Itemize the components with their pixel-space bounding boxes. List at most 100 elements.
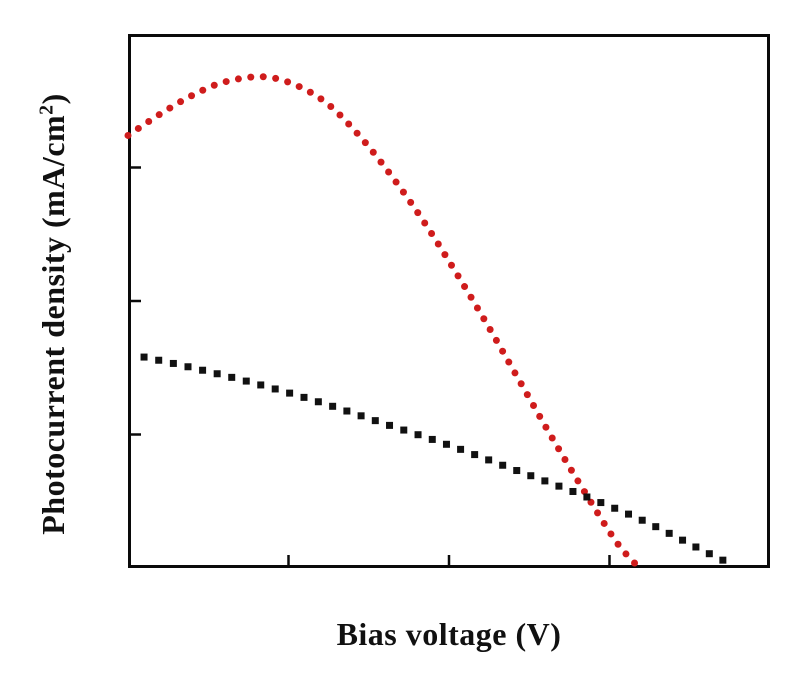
black-square-series-point — [371, 417, 379, 425]
red-circle-series-point — [272, 74, 280, 82]
y-axis-label: Photocurrent density (mA/cm2) — [35, 0, 79, 629]
red-circle-series-point — [600, 519, 608, 527]
red-circle-series-point — [517, 380, 525, 388]
red-circle-series-point — [486, 326, 494, 334]
red-circle-series-point — [447, 261, 455, 269]
red-circle-series-point — [259, 73, 267, 81]
black-square-series-point — [271, 385, 279, 393]
red-circle-series-point — [134, 124, 142, 132]
red-circle-series-point — [234, 75, 242, 83]
red-circle-series-point — [561, 456, 569, 464]
red-circle-series-point — [492, 336, 500, 344]
red-circle-series-point — [124, 131, 132, 139]
black-square-series-point — [242, 377, 250, 385]
red-circle-series-point — [327, 103, 335, 111]
red-circle-series-point — [177, 98, 185, 106]
red-circle-series-point — [295, 83, 303, 91]
black-square-series-point — [679, 536, 687, 544]
black-square-series-point — [457, 445, 465, 453]
black-square-series-point — [329, 402, 337, 410]
red-circle-series-point — [284, 78, 292, 86]
red-circle-series-point — [467, 293, 475, 301]
black-square-series-point — [257, 381, 265, 389]
red-circle-series-point — [306, 88, 314, 96]
x-axis-label: Bias voltage (V) — [336, 616, 562, 652]
red-circle-series-point — [631, 559, 639, 567]
red-circle-series-point — [407, 198, 415, 206]
black-square-series-point — [428, 435, 436, 443]
red-circle-series-point — [421, 219, 429, 227]
black-square-series-point — [541, 477, 549, 485]
black-square-series-point — [414, 431, 422, 439]
red-circle-series-point — [441, 251, 449, 259]
black-square-series-point — [625, 510, 633, 518]
red-circle-series-point — [607, 530, 615, 538]
black-square-series-point — [555, 482, 563, 490]
red-circle-series-point — [345, 120, 353, 128]
black-square-series-point — [228, 373, 236, 381]
black-square-series-point — [705, 550, 713, 558]
black-square-series-point — [665, 529, 673, 537]
red-circle-series-point — [567, 466, 575, 474]
red-circle-series-point — [199, 86, 207, 94]
black-square-series-point — [719, 556, 727, 564]
black-square-series-point — [499, 461, 507, 469]
chart-canvas — [124, 34, 770, 568]
black-square-series-point — [343, 407, 351, 415]
red-circle-series-point — [317, 95, 325, 103]
black-square-series-point — [400, 426, 408, 434]
red-circle-series-point — [336, 111, 344, 119]
black-square-series-point — [569, 487, 577, 495]
red-circle-series-point — [247, 73, 255, 81]
black-square-series-point — [199, 366, 207, 374]
black-square-series-point — [286, 389, 294, 397]
black-square-series-point — [155, 356, 163, 364]
black-square-series-point — [513, 467, 521, 475]
black-square-series-point — [652, 523, 660, 531]
black-square-series-point — [611, 504, 619, 512]
black-square-series-point — [638, 516, 646, 524]
black-square-series-point — [386, 421, 394, 429]
red-circle-series-point — [399, 188, 407, 196]
red-circle-series-point — [210, 81, 218, 89]
y-axis-label-superscript: 2 — [35, 104, 58, 115]
red-circle-series-point — [377, 158, 385, 166]
red-circle-series-point — [536, 412, 544, 420]
red-circle-series-point — [580, 488, 588, 496]
black-square-series-point — [485, 456, 493, 464]
black-square-series-point — [527, 472, 535, 480]
plot-frame — [128, 34, 770, 568]
red-circle-series-point — [523, 391, 531, 399]
red-circle-series-point — [511, 369, 519, 377]
black-square-series-point — [471, 451, 479, 459]
red-circle-series-point — [548, 434, 556, 442]
black-square-series-point — [597, 499, 605, 507]
red-circle-series-point — [542, 423, 550, 431]
red-circle-series-point — [473, 304, 481, 312]
black-square-series-point — [442, 440, 450, 448]
black-square-series-point — [314, 398, 322, 406]
red-circle-series-point — [499, 347, 507, 355]
red-circle-series-point — [145, 117, 153, 125]
black-square-series-point — [213, 370, 221, 378]
black-square-series-point — [692, 543, 700, 551]
black-square-series-point — [583, 493, 591, 501]
red-circle-series-point — [434, 240, 442, 248]
red-circle-series-point — [414, 209, 422, 217]
red-circle-series-point — [530, 402, 538, 410]
black-square-series-point — [169, 359, 177, 367]
black-square-series-point — [357, 412, 365, 420]
red-circle-series-point — [505, 358, 513, 366]
red-circle-series-point — [369, 148, 377, 156]
red-circle-series-point — [361, 139, 369, 147]
red-circle-series-point — [574, 477, 582, 485]
red-circle-series-point — [385, 168, 393, 176]
red-circle-series-point — [594, 509, 602, 517]
plot-area — [124, 34, 770, 568]
red-circle-series-point — [392, 178, 400, 186]
red-circle-series-point — [155, 111, 163, 119]
red-circle-series-point — [222, 78, 230, 86]
black-square-series-point — [184, 363, 192, 371]
red-circle-series-point — [614, 540, 622, 548]
red-circle-series-point — [353, 129, 361, 137]
